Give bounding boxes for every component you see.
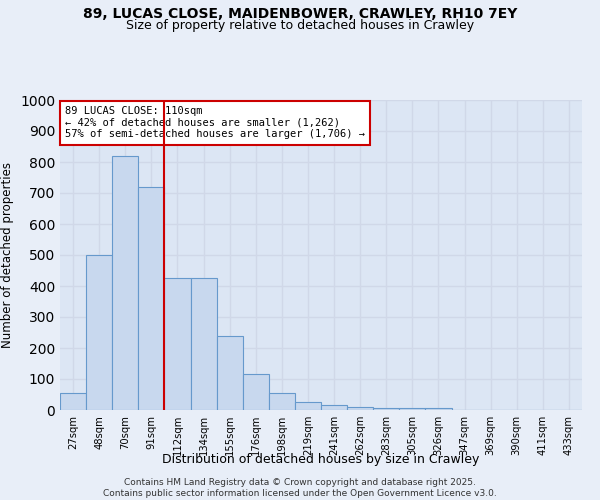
- Bar: [347, 407, 373, 410]
- Bar: [60, 393, 86, 410]
- Bar: [425, 408, 452, 410]
- Text: 89, LUCAS CLOSE, MAIDENBOWER, CRAWLEY, RH10 7EY: 89, LUCAS CLOSE, MAIDENBOWER, CRAWLEY, R…: [83, 8, 517, 22]
- Bar: [139, 187, 164, 410]
- Bar: [164, 278, 191, 410]
- Text: 89 LUCAS CLOSE: 110sqm
← 42% of detached houses are smaller (1,262)
57% of semi-: 89 LUCAS CLOSE: 110sqm ← 42% of detached…: [65, 106, 365, 140]
- Bar: [112, 156, 139, 410]
- Y-axis label: Number of detached properties: Number of detached properties: [1, 162, 14, 348]
- Bar: [86, 255, 112, 410]
- Text: Size of property relative to detached houses in Crawley: Size of property relative to detached ho…: [126, 18, 474, 32]
- Bar: [269, 393, 295, 410]
- Text: Distribution of detached houses by size in Crawley: Distribution of detached houses by size …: [163, 452, 479, 466]
- Bar: [242, 374, 269, 410]
- Bar: [217, 336, 243, 410]
- Bar: [400, 408, 425, 410]
- Bar: [191, 278, 217, 410]
- Bar: [321, 406, 347, 410]
- Bar: [373, 408, 400, 410]
- Bar: [295, 402, 321, 410]
- Text: Contains HM Land Registry data © Crown copyright and database right 2025.
Contai: Contains HM Land Registry data © Crown c…: [103, 478, 497, 498]
